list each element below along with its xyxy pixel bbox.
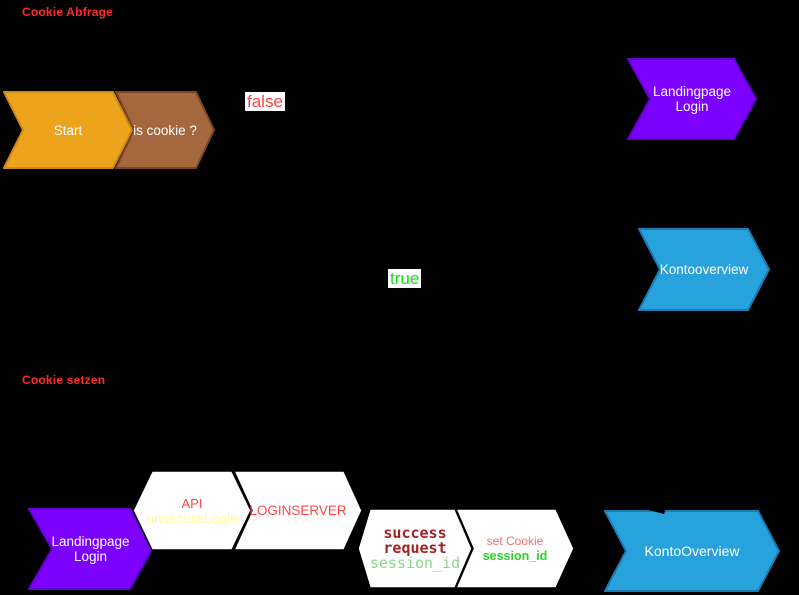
api-line1: API xyxy=(181,495,203,511)
node-success-request[interactable]: success request session_id xyxy=(357,508,473,589)
node-loginserver-label: LOGINSERVER xyxy=(249,503,347,518)
landingpage-bottom-line2: Login xyxy=(73,549,108,564)
node-kontooverview-mid[interactable]: Kontooverview xyxy=(638,228,770,311)
landingpage-top-line2: Login xyxy=(675,99,709,114)
success-line2: request xyxy=(383,539,447,557)
node-start-label: Start xyxy=(53,122,83,138)
set-cookie-line2: session_id xyxy=(482,548,548,563)
node-landingpage-login-bottom-label: Landingpage Login xyxy=(28,508,153,590)
node-success-label: success request session_id xyxy=(357,508,473,589)
landingpage-login-bottom-arrow-shape xyxy=(28,508,153,590)
landingpage-login-top-arrow-shape xyxy=(627,58,757,140)
node-landingpage-login-bottom[interactable]: Landingpage Login xyxy=(28,508,153,590)
node-is-cookie[interactable]: is cookie ? xyxy=(115,91,215,169)
loginserver-arrow-shape xyxy=(233,470,363,551)
is-cookie-arrow-shape xyxy=(115,91,215,169)
node-set-cookie[interactable]: set Cookie session_id xyxy=(455,508,575,589)
kontooverview-mid-arrow-shape xyxy=(638,228,770,311)
section-label-cookie-abfrage: Cookie Abfrage xyxy=(22,5,114,19)
node-kontooverview-bottom[interactable]: KontoOverview xyxy=(604,510,780,592)
node-set-cookie-label: set Cookie session_id xyxy=(455,508,575,589)
edge-label-false-text: false xyxy=(247,92,283,111)
kontooverview-bottom-arrow-shape xyxy=(604,510,780,592)
landingpage-bottom-line1: Landingpage xyxy=(51,534,130,549)
start-arrow-shape xyxy=(3,91,133,169)
success-line3: session_id xyxy=(369,554,461,572)
node-api-label: API unsecureLogin xyxy=(132,470,252,551)
landingpage-top-line1: Landingpage xyxy=(652,84,732,99)
edge-label-true-text: true xyxy=(390,269,420,288)
node-kontooverview-mid-label: Kontooverview xyxy=(659,262,749,277)
set-cookie-line1: set Cookie xyxy=(486,533,544,548)
api-hexagon-shape xyxy=(132,470,252,551)
success-hexagon-shape xyxy=(357,508,473,589)
api-line2: unsecureLogin xyxy=(146,509,238,526)
node-landingpage-login-top[interactable]: Landingpage Login xyxy=(627,58,757,140)
success-line1: success xyxy=(383,524,447,542)
node-kontooverview-bottom-label: KontoOverview xyxy=(644,542,740,559)
node-api[interactable]: API unsecureLogin xyxy=(132,470,252,551)
section-label-cookie-setzen: Cookie setzen xyxy=(22,373,106,387)
node-is-cookie-label: is cookie ? xyxy=(133,122,197,138)
set-cookie-arrow-shape xyxy=(455,508,575,589)
node-loginserver[interactable]: LOGINSERVER xyxy=(233,470,363,551)
edge-label-false: false xyxy=(245,92,285,111)
node-start[interactable]: Start xyxy=(3,91,133,169)
node-landingpage-login-top-label: Landingpage Login xyxy=(627,58,757,140)
edge-label-true: true xyxy=(388,269,422,288)
